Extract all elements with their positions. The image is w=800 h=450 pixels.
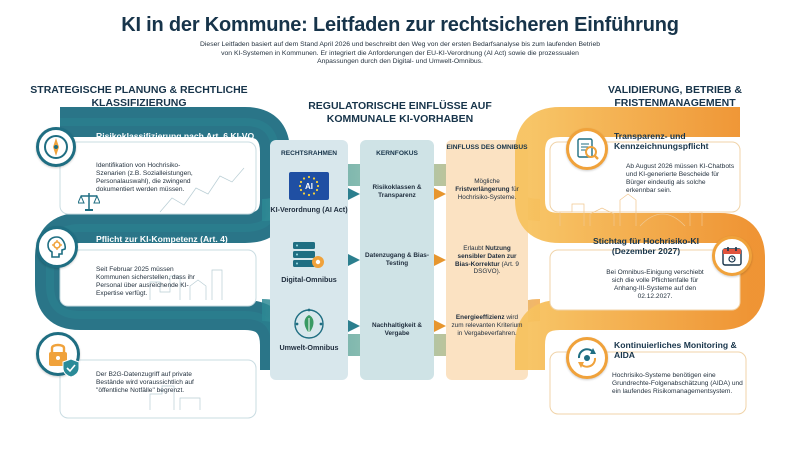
shield-icon: [62, 358, 80, 378]
right-card-2-title: Stichtag für Hochrisiko-KI (Dezember 202…: [593, 236, 699, 257]
right-card-1-text: Ab August 2026 müssen KI-Chatbots und KI…: [626, 163, 735, 194]
frame-digital-omnibus: Digital-Omnibus: [281, 275, 337, 284]
calendar-icon: [712, 236, 752, 276]
right-card-1-title: Transparenz- und Kennzeichnungspflicht: [614, 131, 709, 152]
monitoring-cycle-icon: [566, 337, 608, 379]
frame-ai-act: KI-Verordnung (AI Act): [270, 205, 348, 214]
leaf-circuit-icon: [293, 308, 325, 340]
left-card-3-title: Verschärfter Datenzugang (Digital-Omnibu…: [96, 339, 237, 360]
frame-umwelt-omnibus: Umwelt-Omnibus: [279, 343, 339, 352]
intro-text: Dieser Leitfaden basiert auf dem Stand A…: [200, 41, 601, 66]
col-head-kernfokus: KERNFOKUS: [376, 150, 418, 157]
middle-section-heading: REGULATORISCHE EINFLÜSSE AUF KOMMUNALE K…: [308, 100, 492, 125]
left-section-heading: STRATEGISCHE PLANUNG & RECHTLICHE KLASSI…: [30, 84, 248, 109]
compass-icon: [36, 127, 76, 167]
server-gear-icon: [291, 240, 327, 272]
left-card-2-title: Pflicht zur KI-Kompetenz (Art. 4): [96, 234, 228, 244]
impact-row-2: Erlaubt Nutzung sensibler Daten zur Bias…: [455, 245, 519, 276]
impact-row-3: Energieeffizienz wird zum relevanten Kri…: [451, 314, 523, 337]
focus-row-1: Risikoklassen & Transparenz: [372, 184, 422, 199]
brain-icon: [36, 226, 78, 268]
impact-row-1: Mögliche Fristverlängerung für Hochrisik…: [455, 178, 519, 201]
col-head-einfluss: EINFLUSS DES OMNIBUS: [446, 144, 528, 151]
right-section-heading: VALIDIERUNG, BETRIEB & FRISTENMANAGEMENT: [608, 84, 742, 109]
left-card-3-text: Der B2G-Datenzugriff auf private Beständ…: [96, 371, 194, 394]
col-head-rechtsrahmen: RECHTSRAHMEN: [280, 150, 338, 157]
focus-row-3: Nachhaltigkeit & Vergabe: [371, 322, 423, 337]
page-title: KI in der Kommune: Leitfaden zur rechtsi…: [121, 14, 679, 36]
right-card-2-text: Bei Omnibus-Einigung verschiebt sich die…: [606, 269, 704, 300]
right-card-3-text: Hochrisiko-Systeme benötigen eine Grundr…: [612, 372, 743, 395]
scales-icon: [77, 190, 101, 212]
focus-row-2: Datenzugang & Bias-Testing: [365, 252, 429, 267]
eu-flag-label: AI: [305, 181, 313, 191]
left-card-1-text: Identifikation von Hochrisiko-Szenarien …: [96, 162, 193, 193]
right-card-3-title: Kontinuierliches Monitoring & AIDA: [614, 340, 737, 361]
left-card-1-title: Risikoklassifizierung nach Art. 6 KI-VO: [96, 131, 255, 141]
eu-flag-icon: AI: [289, 172, 329, 200]
left-card-2-text: Seit Februar 2025 müssen Kommunen sicher…: [96, 266, 195, 297]
magnifier-document-icon: [566, 128, 608, 170]
